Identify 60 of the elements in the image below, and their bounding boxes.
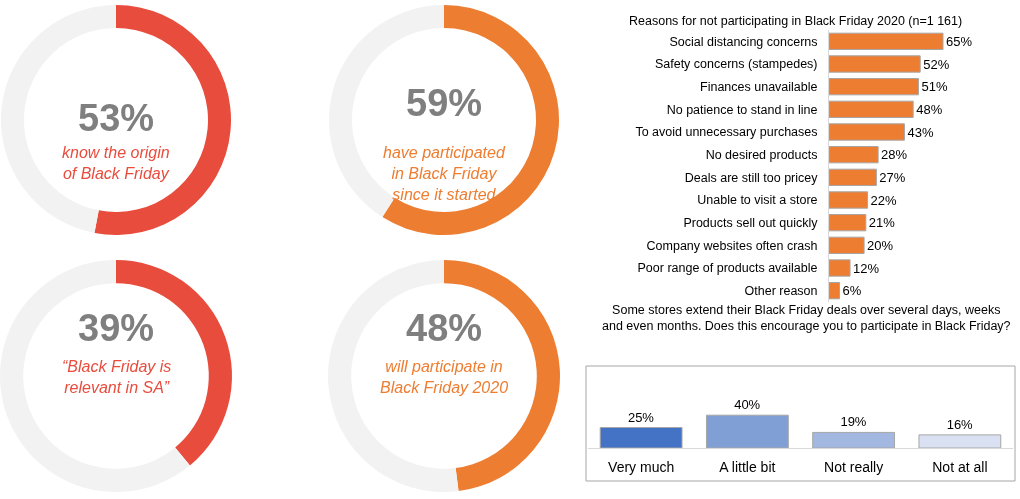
y-tick-label: Company websites often crash: [646, 238, 818, 253]
x-tick-label: Very much: [608, 458, 675, 475]
bar: [829, 32, 944, 50]
data-label: 48%: [406, 307, 483, 349]
data-label: 40%: [734, 397, 761, 413]
bar: [829, 214, 867, 232]
chart-title: Reasons for not participating in Black Friday 2020 (n=1 161): [629, 14, 963, 28]
bar: [829, 55, 921, 73]
data-label: 6%: [842, 283, 862, 299]
text: will participate in Black Friday 2020: [380, 358, 509, 396]
data-label: 12%: [853, 260, 880, 276]
donut-slice: [0, 260, 190, 492]
text: know the origin of Black Friday: [62, 144, 170, 182]
y-tick-label: No patience to stand in line: [666, 102, 818, 117]
bar: [829, 100, 914, 118]
data-label: 19%: [840, 414, 867, 430]
text: “Black Friday is relevant in SA”: [62, 358, 172, 396]
y-tick-label: No desired products: [705, 148, 818, 163]
data-label: 20%: [867, 237, 894, 253]
x-tick-label: Not at all: [932, 458, 988, 475]
data-label: 22%: [870, 192, 898, 208]
data-label: 65%: [946, 33, 973, 49]
bar: [829, 259, 851, 277]
data-label: 52%: [923, 56, 950, 72]
y-tick-label: Deals are still too pricey: [684, 170, 819, 185]
bar: [829, 146, 879, 164]
bar: [812, 431, 896, 448]
data-label: 25%: [627, 409, 655, 425]
donut-slice: [382, 5, 559, 235]
bar: [829, 191, 869, 209]
y-tick-label: To avoid unnecessary purchases: [635, 125, 818, 140]
data-label: 51%: [921, 79, 948, 95]
bar: [918, 434, 1002, 448]
data-label: 28%: [881, 147, 908, 163]
y-tick-label: Other reason: [744, 284, 818, 299]
data-label: 39%: [78, 307, 155, 349]
y-tick-label: Unable to visit a store: [697, 193, 818, 208]
data-label: 21%: [868, 215, 896, 231]
y-tick-label: Safety concerns (stampedes): [654, 57, 818, 72]
bar: [829, 236, 865, 254]
y-tick-label: Products sell out quickly: [683, 216, 819, 231]
text: have participated in Black Friday since it started: [383, 144, 506, 203]
bar: [599, 427, 683, 448]
bar: [829, 282, 841, 300]
x-tick-label: A little bit: [719, 458, 776, 475]
y-tick-label: Poor range of products available: [637, 261, 818, 276]
bar: [829, 78, 919, 96]
bar: [829, 168, 877, 186]
data-label: 48%: [916, 101, 943, 117]
chart-title: Some stores extend their Black Friday deals over several days, weeks and even months. Does this encourage you to participate in Black Friday?: [602, 303, 1011, 334]
bar: [705, 414, 789, 448]
data-label: 53%: [78, 97, 155, 139]
data-label: 27%: [879, 169, 906, 185]
data-label: 59%: [406, 82, 483, 124]
x-tick-label: Not really: [824, 458, 884, 475]
data-label: 43%: [907, 124, 934, 140]
y-tick-label: Social distancing concerns: [669, 34, 818, 49]
bar: [829, 123, 905, 141]
data-label: 16%: [946, 416, 974, 432]
y-tick-label: Finances unavailable: [700, 80, 818, 95]
